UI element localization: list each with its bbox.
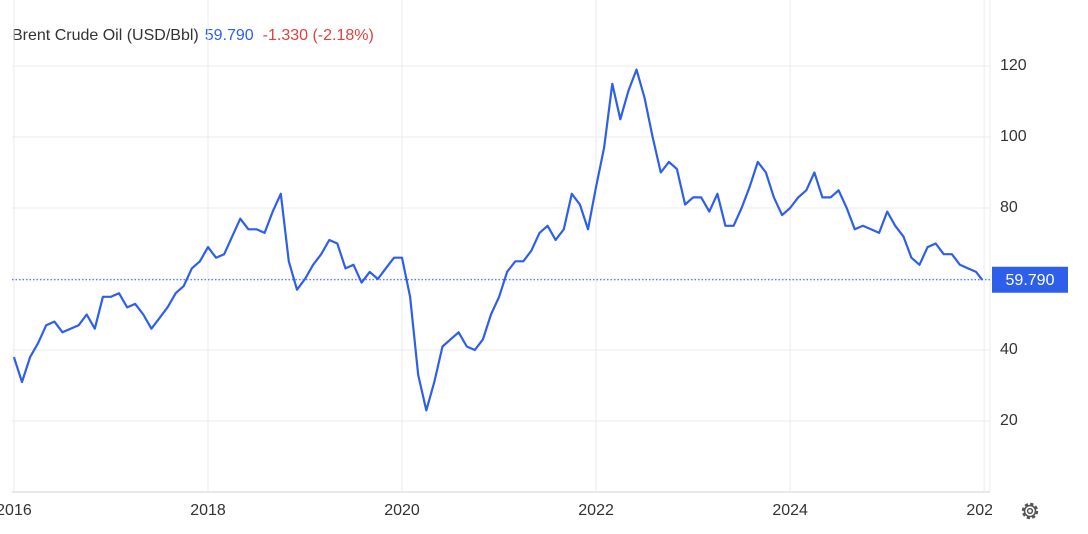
chart-title: Brent Crude Oil (USD/Bbl) 59.790 -1.330 (-… [12,27,374,44]
y-tick-label: 80 [1000,199,1018,216]
x-tick-label: 2026 [966,502,1002,519]
x-labels: 2016 2018 2020 2022 2024 2026 [0,502,1002,519]
settings-icon[interactable] [1021,502,1039,520]
y-tick-label: 100 [1000,128,1027,145]
title-price: 59.790 [205,27,254,44]
last-price-label: 59.790 [1006,272,1055,289]
x-tick-label: 2024 [772,502,808,519]
y-tick-label: 20 [1000,412,1018,429]
y-tick-label: 40 [1000,341,1018,358]
x-tick-label: 2016 [0,502,32,519]
last-price-box [992,266,1068,293]
y-tick-label: 120 [1000,57,1027,74]
x-tick-label: 2018 [190,502,226,519]
price-line [12,68,984,412]
x-tick-label: 2022 [578,502,614,519]
title-change: -1.330 (-2.18%) [263,27,374,44]
title-name: Brent Crude Oil (USD/Bbl) [12,27,199,44]
x-tick-label: 2020 [384,502,420,519]
